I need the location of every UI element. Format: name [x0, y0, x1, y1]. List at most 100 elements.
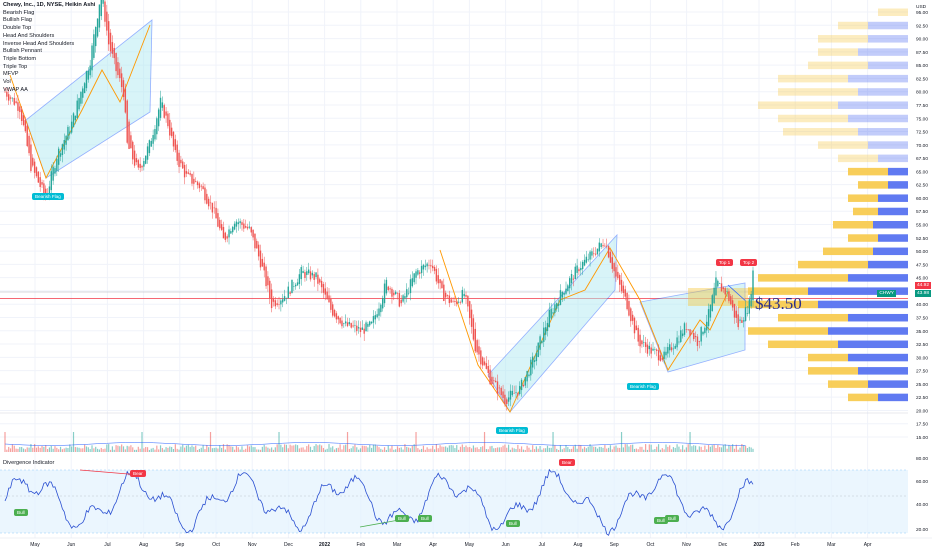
- volume-bar: [63, 448, 65, 452]
- volume-bar: [385, 449, 388, 452]
- volume-bar: [21, 446, 23, 452]
- volume-bar: [261, 446, 263, 452]
- candle-body: [733, 303, 736, 318]
- volume-bar: [752, 448, 754, 452]
- vp-yellow-bar: [833, 221, 873, 229]
- volume-bar: [354, 444, 356, 452]
- volume-bar: [622, 447, 624, 452]
- volume-bar: [489, 446, 491, 452]
- volume-bar: [346, 432, 349, 452]
- volume-bar: [98, 449, 101, 452]
- candle-body: [581, 261, 584, 270]
- volume-bar: [726, 448, 728, 452]
- candle-body: [63, 140, 65, 150]
- vp-blue-bar: [868, 380, 908, 388]
- vp-blue-bar: [868, 141, 908, 149]
- candle-body: [578, 269, 580, 272]
- volume-bar: [709, 446, 712, 452]
- candle-body: [620, 279, 623, 292]
- vp-yellow-bar: [758, 274, 848, 282]
- legend-item[interactable]: Bullish Pennant: [3, 48, 42, 55]
- candle-body: [89, 65, 91, 76]
- volume-bar: [84, 444, 86, 452]
- volume-bar: [633, 448, 636, 452]
- legend-item[interactable]: VWAP AA: [3, 86, 28, 93]
- candle-body: [200, 185, 202, 187]
- volume-bar: [67, 448, 69, 452]
- candle-body: [750, 294, 752, 307]
- candle-body: [398, 293, 401, 307]
- legend-item[interactable]: Triple Top: [3, 63, 28, 70]
- legend-item[interactable]: Inverse Head And Shoulders: [3, 40, 75, 47]
- candle-body: [731, 300, 734, 308]
- vp-yellow-bar: [748, 287, 808, 295]
- volume-bar: [163, 449, 165, 452]
- volume-bar: [241, 446, 243, 452]
- price-tick: 85.00: [916, 63, 928, 69]
- vp-yellow-bar: [778, 114, 848, 123]
- volume-bar: [128, 446, 130, 452]
- volume-bar: [72, 432, 75, 452]
- arrow: [727, 284, 749, 304]
- candle-body: [343, 323, 345, 324]
- volume-bar: [483, 432, 486, 452]
- volume-bar: [583, 446, 586, 452]
- candle-body: [222, 226, 225, 239]
- legend-item[interactable]: MFVP: [3, 71, 19, 78]
- candle-body: [668, 344, 671, 351]
- volume-bar: [4, 432, 6, 452]
- candle-body: [746, 313, 749, 314]
- candle-body: [117, 62, 119, 76]
- volume-bar: [717, 444, 719, 452]
- legend-item[interactable]: Head And Shoulders: [3, 32, 55, 39]
- candle-body: [9, 97, 12, 99]
- volume-bar: [513, 448, 515, 452]
- candle-body: [387, 286, 389, 290]
- indicator-legend: Chewy, Inc., 1D, NYSE, Heikin Ashi Beari…: [3, 2, 95, 94]
- candle-body: [195, 181, 197, 182]
- volume-bar: [56, 447, 58, 452]
- volume-bar: [309, 446, 312, 452]
- candle-body: [535, 352, 538, 362]
- volume-bar: [380, 448, 382, 452]
- legend-item[interactable]: Double Top: [3, 25, 32, 32]
- legend-item[interactable]: Triple Bottom: [3, 55, 37, 62]
- candle-body: [487, 366, 489, 374]
- volume-bar: [419, 449, 421, 452]
- candle-body: [609, 251, 612, 263]
- time-tick: 2023: [753, 542, 764, 548]
- volume-bar: [291, 445, 293, 452]
- candle-body: [696, 336, 699, 346]
- candle-body: [339, 317, 341, 324]
- vp-blue-bar: [828, 327, 908, 335]
- legend-item[interactable]: Bullish Flag: [3, 17, 32, 24]
- candle-body: [215, 207, 217, 219]
- candle-body: [39, 177, 41, 188]
- volume-bar: [280, 444, 282, 452]
- candle-body: [404, 296, 406, 299]
- volume-bar: [267, 447, 269, 452]
- volume-bar: [476, 447, 478, 452]
- legend-item[interactable]: Bearish Flag: [3, 9, 35, 16]
- volume-bar: [71, 446, 73, 452]
- price-tick: 37.50: [916, 315, 928, 321]
- volume-bar: [437, 448, 439, 452]
- candle-body: [431, 265, 434, 269]
- candle-body: [263, 262, 265, 271]
- candle-body: [504, 394, 506, 405]
- candle-body: [59, 153, 62, 157]
- vp-blue-bar: [878, 154, 908, 163]
- vp-yellow-bar: [798, 260, 868, 269]
- candle-body: [154, 129, 156, 140]
- volume-bar: [302, 447, 304, 452]
- legend-item[interactable]: Vol: [3, 79, 11, 86]
- candle-body: [76, 100, 78, 118]
- candle-body: [541, 340, 543, 344]
- price-tick: 50.00: [916, 249, 928, 255]
- vp-blue-bar: [838, 101, 908, 109]
- volume-bar: [517, 444, 519, 452]
- candle-body: [269, 280, 271, 299]
- price-tick: 27.50: [916, 369, 928, 375]
